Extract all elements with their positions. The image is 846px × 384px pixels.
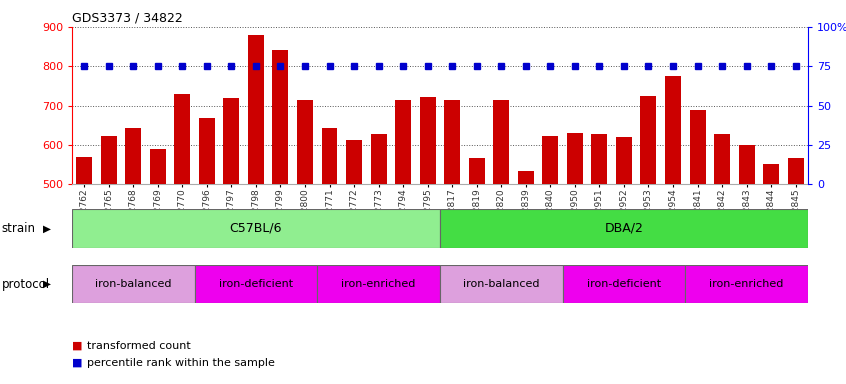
Bar: [689, 109, 706, 184]
Bar: [101, 136, 117, 184]
Text: percentile rank within the sample: percentile rank within the sample: [87, 358, 275, 368]
Bar: [567, 133, 583, 184]
Bar: [150, 149, 166, 184]
Text: protocol: protocol: [2, 278, 50, 291]
Bar: [763, 164, 779, 184]
Text: C57BL/6: C57BL/6: [229, 222, 283, 235]
Text: iron-balanced: iron-balanced: [95, 279, 172, 289]
Bar: [665, 76, 681, 184]
Bar: [616, 137, 632, 184]
Bar: [76, 157, 92, 184]
Bar: [321, 128, 338, 184]
Text: iron-enriched: iron-enriched: [710, 279, 783, 289]
Bar: [223, 98, 239, 184]
Bar: [591, 134, 607, 184]
Bar: [640, 96, 656, 184]
Bar: [125, 128, 141, 184]
Bar: [346, 140, 362, 184]
Bar: [714, 134, 730, 184]
Bar: [542, 136, 558, 184]
Bar: [248, 35, 264, 184]
Bar: [788, 158, 804, 184]
Bar: [174, 94, 190, 184]
Bar: [440, 209, 808, 248]
Bar: [371, 134, 387, 184]
Text: DBA/2: DBA/2: [605, 222, 643, 235]
Text: transformed count: transformed count: [87, 341, 191, 351]
Bar: [72, 265, 195, 303]
Text: ▶: ▶: [42, 279, 51, 289]
Text: iron-deficient: iron-deficient: [587, 279, 661, 289]
Bar: [72, 209, 440, 248]
Bar: [272, 50, 288, 184]
Bar: [440, 265, 563, 303]
Bar: [199, 118, 215, 184]
Bar: [297, 100, 313, 184]
Bar: [518, 170, 534, 184]
Bar: [469, 157, 485, 184]
Text: ■: ■: [72, 341, 82, 351]
Text: GDS3373 / 34822: GDS3373 / 34822: [72, 11, 183, 24]
Text: ▶: ▶: [42, 223, 51, 233]
Bar: [493, 100, 509, 184]
Bar: [444, 100, 460, 184]
Bar: [420, 97, 436, 184]
Text: iron-balanced: iron-balanced: [463, 279, 540, 289]
Text: iron-enriched: iron-enriched: [342, 279, 415, 289]
Bar: [395, 100, 411, 184]
Text: iron-deficient: iron-deficient: [219, 279, 293, 289]
Bar: [685, 265, 808, 303]
Text: strain: strain: [2, 222, 36, 235]
Bar: [195, 265, 317, 303]
Text: ■: ■: [72, 358, 82, 368]
Bar: [739, 145, 755, 184]
Bar: [563, 265, 685, 303]
Bar: [317, 265, 440, 303]
